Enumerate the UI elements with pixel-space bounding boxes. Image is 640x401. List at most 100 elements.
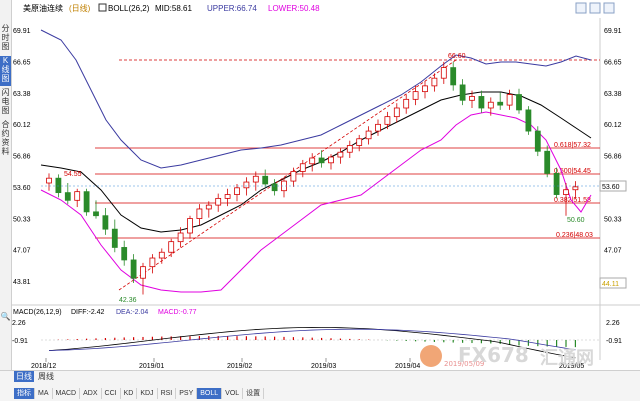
boll-lower: LOWER:50.48 [268, 4, 320, 13]
y-tick-left: 60.12 [13, 122, 31, 129]
indicator-tab-指标[interactable]: 指标 [14, 388, 35, 399]
candle-body [262, 175, 269, 185]
macd-dea: DEA:-2.04 [116, 309, 148, 316]
candle-body [497, 101, 504, 106]
fib-label: 0.236|48.03 [556, 232, 593, 239]
indicator-tab-kdj[interactable]: KDJ [137, 388, 158, 399]
candle-body [234, 187, 240, 195]
candle-body [563, 189, 569, 195]
candle-body [252, 175, 259, 183]
macd-tick-bottom: -0.91 [12, 338, 28, 345]
candle-body [74, 191, 81, 201]
x-tick-label: 2018/12 [31, 363, 56, 370]
label-high: 66.60 [448, 53, 466, 60]
macd-tick-top-right: 2.26 [606, 320, 620, 327]
candle-body [525, 109, 532, 132]
tab-kline[interactable]: K线图 [0, 56, 11, 86]
boll-lower-line [40, 111, 592, 293]
macd-label: MACD(26,12,9) [13, 309, 62, 316]
watermark-date: 2019/05/09 [444, 360, 485, 368]
tab-weekly[interactable]: 周线 [38, 372, 54, 381]
candle-body [224, 194, 231, 199]
y-tick-right: 69.91 [604, 28, 622, 35]
indicator-tab-设置[interactable]: 设置 [243, 388, 265, 399]
kline-chart[interactable]: 美原油连续 (日线) BOLL(26,2) MID:58.61 UPPER:66… [11, 0, 640, 370]
indicator-tab-boll[interactable]: BOLL [197, 388, 223, 399]
indicator-tab-vol[interactable]: VOL [222, 388, 244, 399]
candle-body [459, 84, 466, 101]
indicator-tab-macd[interactable]: MACD [53, 388, 81, 399]
candle-body [271, 183, 278, 192]
export-icon[interactable] [575, 2, 587, 14]
macd-diff: DIFF:-2.42 [71, 309, 105, 316]
macd-macd: MACD:-0.77 [158, 309, 197, 316]
candle-body [412, 91, 419, 100]
tab-contract-info[interactable]: 合约资料 [1, 120, 10, 156]
candle-body [299, 163, 306, 172]
y-tick-right: 60.12 [604, 122, 622, 129]
x-tick-label: 2019/04 [395, 363, 420, 370]
candle-body [93, 211, 99, 217]
price-tag-low-text: 44.11 [602, 281, 619, 288]
fullscreen-icon[interactable] [603, 2, 615, 14]
candle-body [403, 98, 410, 109]
candle-body [534, 130, 541, 152]
candle-body [102, 215, 109, 230]
candle-body [469, 96, 475, 101]
candle-body [149, 257, 156, 268]
candle-body [318, 157, 325, 164]
indicator-tab-adx[interactable]: ADX [80, 388, 102, 399]
candle-body [337, 151, 344, 158]
candle-body [187, 218, 193, 234]
macd-dea-line [48, 328, 576, 351]
gear-icon[interactable] [589, 2, 601, 14]
candle-body [215, 197, 222, 206]
fib-label: 0.618|57.32 [554, 142, 591, 149]
candle-body [572, 186, 579, 191]
indicator-tab-psy[interactable]: PSY [176, 388, 198, 399]
candle-body [544, 150, 551, 174]
candle-body [422, 85, 428, 93]
candle-body [440, 67, 447, 79]
indicator-tabs: 指标 MA MACD ADX CCI KD KDJ RSI PSY BOLL VOL 设置 [0, 382, 640, 399]
zoom-icon[interactable]: 🔍 [0, 312, 11, 321]
tab-daily[interactable]: 日线 [14, 371, 34, 382]
candle-body [431, 77, 438, 87]
candle-body [177, 232, 184, 243]
tab-flash[interactable]: 闪电图 [1, 88, 10, 115]
indicator-tab-kd[interactable]: KD [121, 388, 138, 399]
candle-body [375, 123, 381, 132]
candle-body [516, 94, 522, 111]
trend-line [118, 59, 457, 291]
macd-histogram [48, 336, 577, 348]
indicator-tab-rsi[interactable]: RSI [158, 388, 177, 399]
candle-body [487, 101, 494, 109]
candle-body [83, 191, 90, 213]
x-tick-label: 2019/02 [227, 363, 252, 370]
y-tick-left: 66.65 [13, 59, 31, 66]
y-tick-left: 47.07 [13, 248, 31, 255]
candle-body [309, 157, 316, 165]
price-tag-current [599, 180, 627, 192]
period-label: (日线) [69, 3, 91, 13]
indicator-tab-ma[interactable]: MA [35, 388, 53, 399]
y-tick-left: 56.86 [13, 154, 31, 161]
candle-body [506, 94, 513, 106]
boll-mid-line [40, 91, 592, 233]
candle-body [356, 138, 363, 146]
candle-body [243, 181, 250, 189]
tab-timeshare[interactable]: 分时图 [1, 24, 10, 51]
candle-body [384, 116, 391, 125]
candle-body [64, 192, 71, 201]
macd-tick-top: 2.26 [12, 320, 26, 327]
y-tick-left: 50.33 [13, 216, 31, 223]
boll-label: BOLL(26,2) [108, 4, 150, 13]
candle-body [346, 145, 353, 153]
y-tick-left: 69.91 [13, 28, 31, 35]
candle-body [290, 171, 297, 182]
candle-body [553, 172, 560, 195]
indicator-tab-cci[interactable]: CCI [102, 388, 121, 399]
candle-body [130, 259, 137, 279]
fib-label: 0.382|51.58 [554, 197, 591, 204]
candle-body [158, 251, 165, 259]
